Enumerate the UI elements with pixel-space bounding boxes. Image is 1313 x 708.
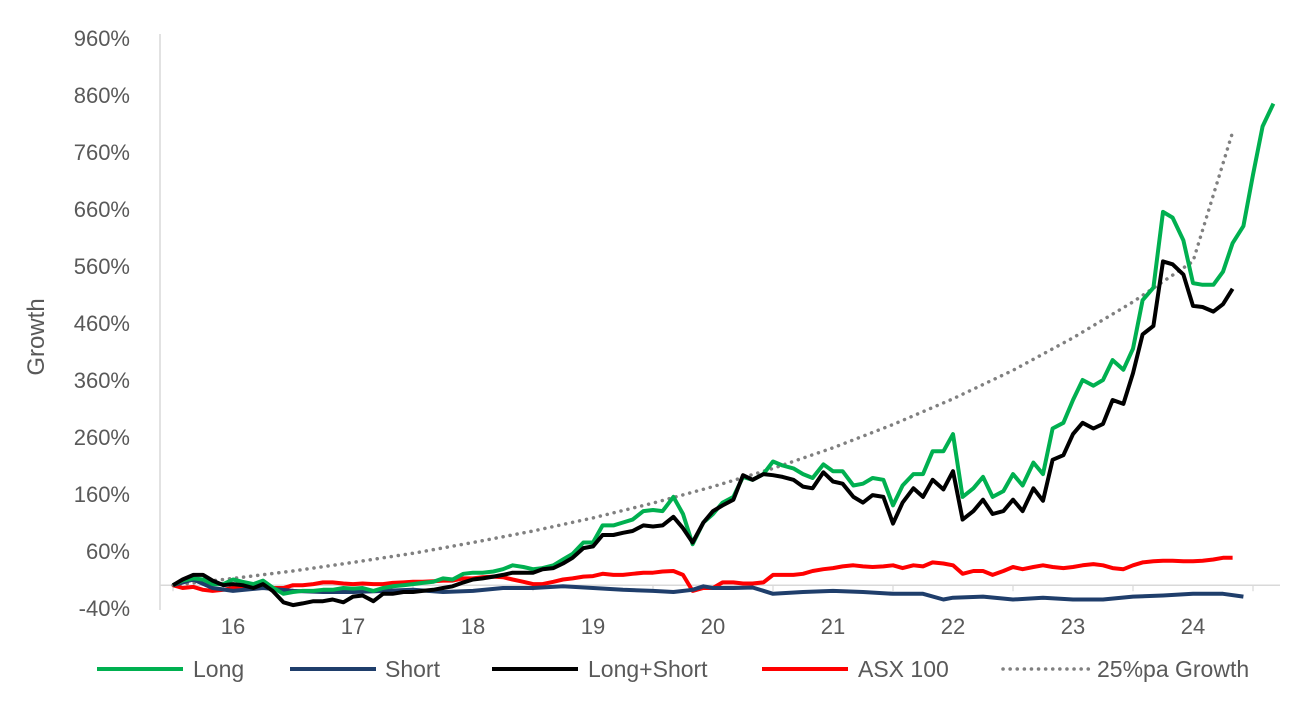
y-tick-label: 560% xyxy=(74,254,130,279)
series-line-long xyxy=(172,102,1276,596)
axes xyxy=(159,34,1280,610)
y-tick-label: -40% xyxy=(79,596,130,621)
y-tick-label: 360% xyxy=(74,368,130,393)
x-tick-label: 16 xyxy=(221,614,245,639)
x-tick-label: 18 xyxy=(461,614,485,639)
x-tick-label: 20 xyxy=(701,614,725,639)
series-line-short xyxy=(172,577,1244,602)
y-tick-label: 460% xyxy=(74,311,130,336)
legend-item-short: Short xyxy=(290,656,441,682)
y-axis-title-group: Growth xyxy=(23,298,50,375)
legend: Long Short Long+Short ASX 100 25%pa Growth xyxy=(97,656,1249,682)
legend-label-25-pa-growth: 25%pa Growth xyxy=(1097,656,1249,682)
legend-label-short: Short xyxy=(385,656,441,682)
legend-item-asx-100: ASX 100 xyxy=(762,656,949,682)
y-axis-ticks: -40% 60% 160% 260% 360% 460% 560% 660% 760% 860% 9… xyxy=(74,26,130,621)
y-tick-label: 160% xyxy=(74,482,130,507)
x-tick-label: 24 xyxy=(1181,614,1205,639)
y-tick-label: 760% xyxy=(74,140,130,165)
x-tick-label: 17 xyxy=(341,614,365,639)
x-tick-label: 22 xyxy=(941,614,965,639)
legend-item-long: Long xyxy=(97,656,244,682)
x-tick-label: 23 xyxy=(1061,614,1085,639)
legend-item-long-short: Long+Short xyxy=(492,656,708,682)
series-line-25-pa-growth xyxy=(171,130,1235,587)
x-tick-label: 21 xyxy=(821,614,845,639)
y-tick-label: 260% xyxy=(74,425,130,450)
legend-label-long: Long xyxy=(193,656,244,682)
legend-label-asx-100: ASX 100 xyxy=(858,656,949,682)
y-tick-label: 960% xyxy=(74,26,130,51)
x-axis-ticks: 16 17 18 19 20 21 22 23 24 xyxy=(221,614,1205,639)
y-axis-title: Growth xyxy=(23,298,50,375)
legend-item-25-pa-growth: 25%pa Growth xyxy=(1001,656,1249,682)
legend-label-long-short: Long+Short xyxy=(588,656,708,682)
x-tick-label: 19 xyxy=(581,614,605,639)
y-tick-label: 660% xyxy=(74,197,130,222)
y-tick-label: 860% xyxy=(74,83,130,108)
series-lines xyxy=(171,102,1276,608)
y-tick-label: 60% xyxy=(86,539,130,564)
series-line-long-short xyxy=(171,259,1235,608)
